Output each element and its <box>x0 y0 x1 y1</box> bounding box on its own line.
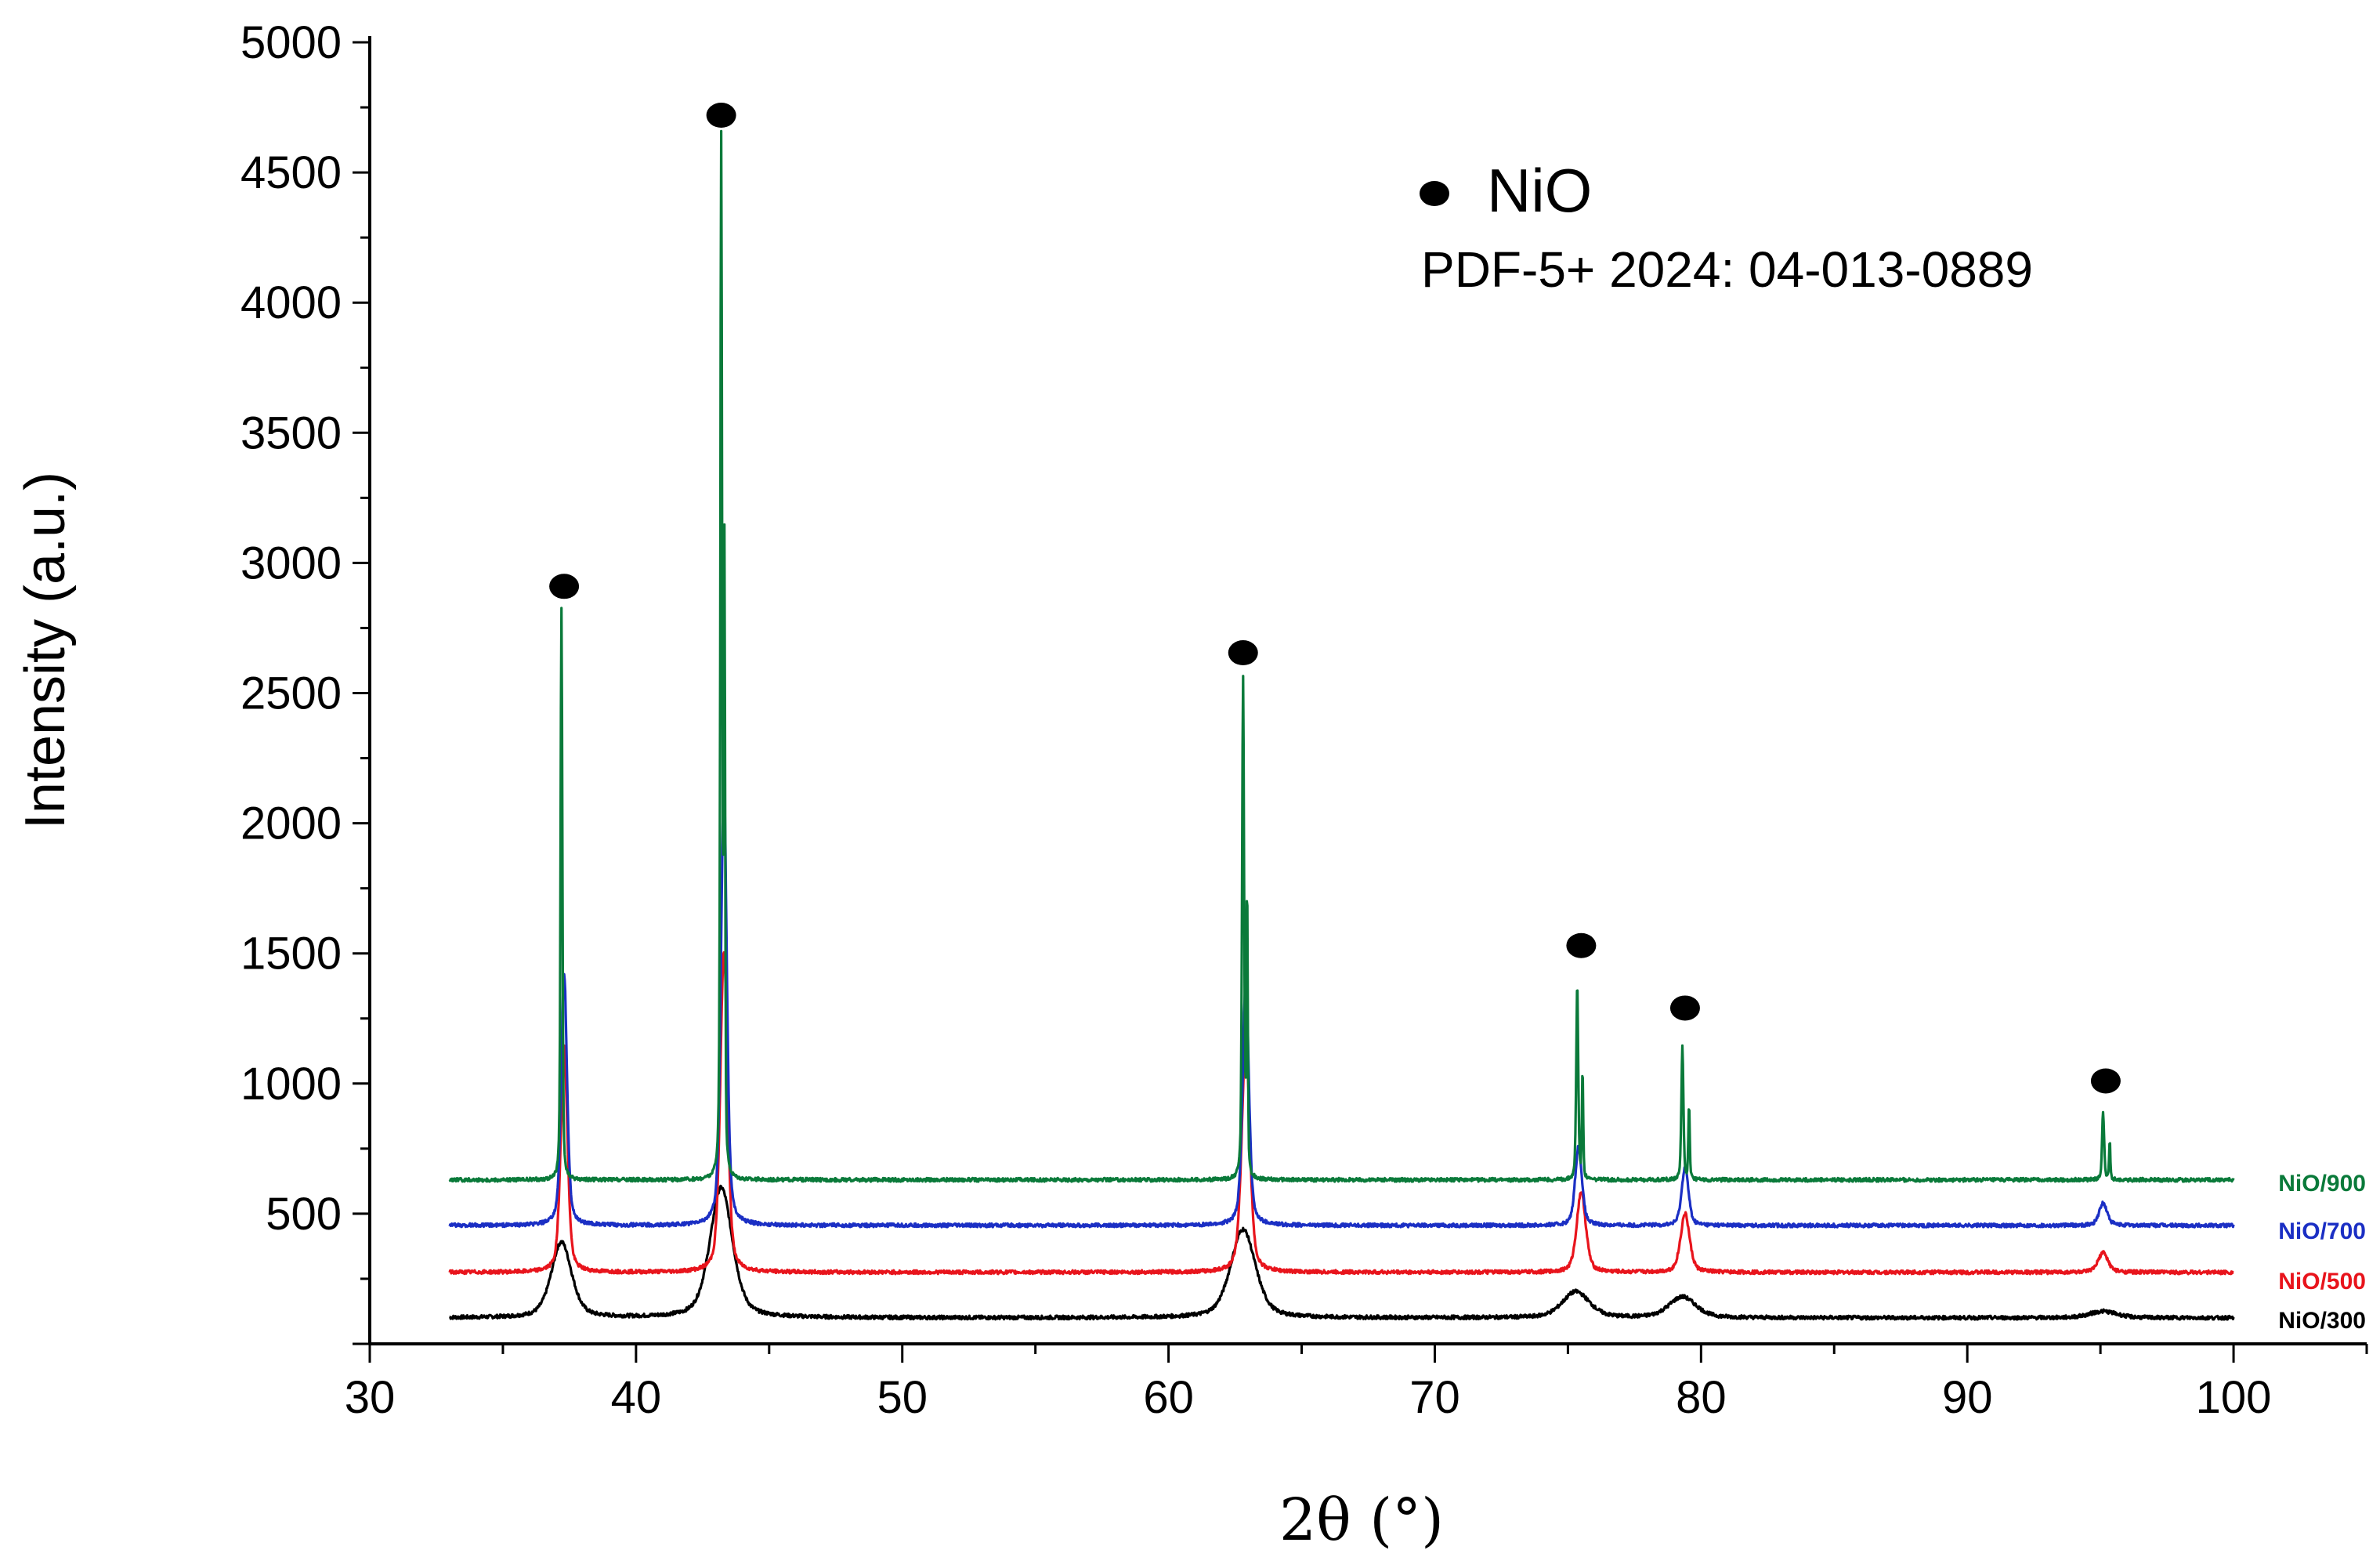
x-tick-label: 70 <box>1409 1372 1460 1423</box>
x-axis-title: 2θ (°) <box>1279 1486 1444 1554</box>
x-tick-label: 40 <box>611 1372 662 1423</box>
y-axis-title: Intensity (a.u.) <box>14 472 77 829</box>
x-tick-label: 30 <box>345 1372 396 1423</box>
nio-peak-marker <box>1566 932 1597 958</box>
nio-peak-marker <box>1228 640 1258 666</box>
nio-peak-marker <box>1669 995 1700 1021</box>
y-tick-label: 1000 <box>241 1059 342 1110</box>
y-tick-label: 3500 <box>241 407 342 458</box>
legend-reference: PDF-5+ 2024: 04-013-0889 <box>1421 241 2033 298</box>
y-tick-label: 1500 <box>241 929 342 979</box>
y-tick-label: 4500 <box>241 147 342 198</box>
series-layer <box>448 129 2235 1321</box>
peak-markers <box>549 103 2121 1094</box>
y-tick-label: 2500 <box>241 668 342 719</box>
y-tick-label: 2000 <box>241 798 342 849</box>
y-tick-label: 3000 <box>241 538 342 588</box>
x-tick-label: 80 <box>1676 1372 1727 1423</box>
axes: 500 1000 1500 2000 2500 3000 3500 4000 4500 5000 3… <box>241 17 2368 1423</box>
series-line-nio-300 <box>448 1184 2235 1321</box>
series-line-nio-900 <box>448 129 2235 1183</box>
series-labels: NiO/300 NiO/500 NiO/700 NiO/900 <box>2278 1171 2366 1334</box>
x-tick-label: 60 <box>1143 1372 1194 1423</box>
series-label-nio-700: NiO/700 <box>2278 1218 2366 1244</box>
x-tick-label: 100 <box>2196 1372 2272 1423</box>
y-tick-label: 5000 <box>241 17 342 68</box>
legend: NiO PDF-5+ 2024: 04-013-0889 <box>1420 156 2033 298</box>
series-label-nio-300: NiO/300 <box>2278 1308 2366 1334</box>
series-line-nio-500 <box>448 950 2234 1276</box>
y-tick-label: 500 <box>266 1189 342 1240</box>
series-label-nio-900: NiO/900 <box>2278 1171 2366 1197</box>
nio-peak-marker <box>706 103 736 129</box>
series-line-nio-700 <box>448 784 2235 1229</box>
legend-marker <box>1420 181 1449 206</box>
x-tick-label: 50 <box>877 1372 928 1423</box>
series-label-nio-500: NiO/500 <box>2278 1269 2366 1294</box>
legend-label: NiO <box>1487 156 1592 225</box>
nio-peak-marker <box>2090 1068 2121 1094</box>
x-tick-label: 90 <box>1942 1372 1993 1423</box>
nio-peak-marker <box>549 574 580 599</box>
y-tick-label: 4000 <box>241 277 342 328</box>
